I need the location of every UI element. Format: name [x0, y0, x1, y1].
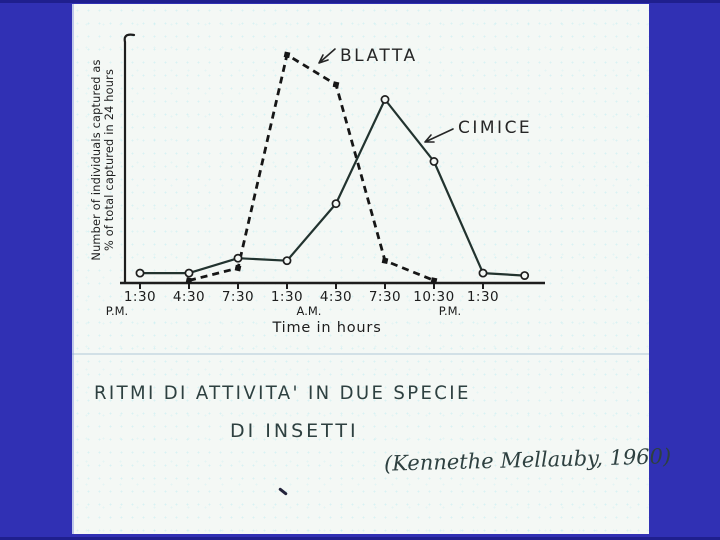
- x-tick-label: 1:30: [271, 289, 303, 305]
- blatta-data-point: [283, 51, 291, 59]
- scan-edge-artifact: [72, 4, 74, 534]
- cimice-data-point: [331, 199, 341, 209]
- blatta-data-point: [381, 257, 389, 265]
- slide-top-edge: [0, 0, 720, 3]
- cimice-data-point: [380, 95, 390, 104]
- x-tick-label: 7:30: [222, 289, 254, 305]
- scanned-page: 1:30 4:30 7:30 1:30 4:30 7:30 10:30 1:30 P.M. A.M…: [72, 4, 671, 534]
- x-tick-label: 4:30: [173, 289, 205, 305]
- cimice-label: CIMICE: [458, 118, 532, 138]
- blatta-data-point: [185, 277, 193, 284]
- caption-title-line1: RITMI DI ATTIVITA' IN DUE SPECIE: [94, 382, 471, 404]
- y-axis-line: [123, 33, 136, 285]
- slide-bottom-edge: [0, 537, 720, 540]
- cimice-data-point: [429, 157, 439, 166]
- x-tick-label: 1:30: [124, 289, 156, 305]
- cimice-data-point: [282, 256, 292, 266]
- x-period-label: A.M.: [297, 304, 322, 318]
- cimice-data-point: [233, 253, 243, 263]
- cimice-data-point: [520, 271, 530, 281]
- x-period-label: P.M.: [106, 304, 128, 318]
- handwritten-caption: RITMI DI ATTIVITA' IN DUE SPECIE DI INSE…: [72, 364, 671, 534]
- blatta-arrow: [318, 48, 336, 64]
- blatta-line: [188, 53, 435, 282]
- x-tick-label: 4:30: [320, 289, 352, 305]
- chart-svg: 1:30 4:30 7:30 1:30 4:30 7:30 10:30 1:30P.M. A.M…: [90, 33, 545, 336]
- scan-fold-line: [72, 353, 649, 355]
- blatta-data-point: [234, 264, 242, 272]
- y-axis-title: Number of individuals captured as% of to…: [90, 59, 116, 260]
- x-axis-title: Time in hours: [271, 320, 381, 336]
- cimice-arrow: [424, 128, 454, 143]
- blatta-label: BLATTA: [340, 46, 418, 66]
- y-axis-title-line: Number of individuals captured as: [90, 59, 103, 260]
- x-tick-label: 1:30: [467, 289, 499, 305]
- y-axis-title-line: % of total captured in 24 hours: [103, 69, 116, 251]
- blatta-data-point: [332, 81, 340, 88]
- x-period-label: P.M.: [439, 304, 461, 318]
- x-tick-label: 10:30: [413, 289, 454, 305]
- cimice-data-point: [478, 268, 488, 278]
- caption-title-line2: DI INSETTI: [230, 420, 359, 442]
- cimice-data-point: [135, 268, 145, 278]
- activity-rhythm-chart: 1:30 4:30 7:30 1:30 4:30 7:30 10:30 1:30 P.M. A.M…: [72, 4, 649, 349]
- cimice-data-point: [184, 268, 194, 278]
- caption-citation: (Kennethe Mellauby, 1960): [383, 444, 672, 476]
- blatta-data-point: [430, 277, 438, 284]
- x-tick-label: 7:30: [369, 289, 401, 305]
